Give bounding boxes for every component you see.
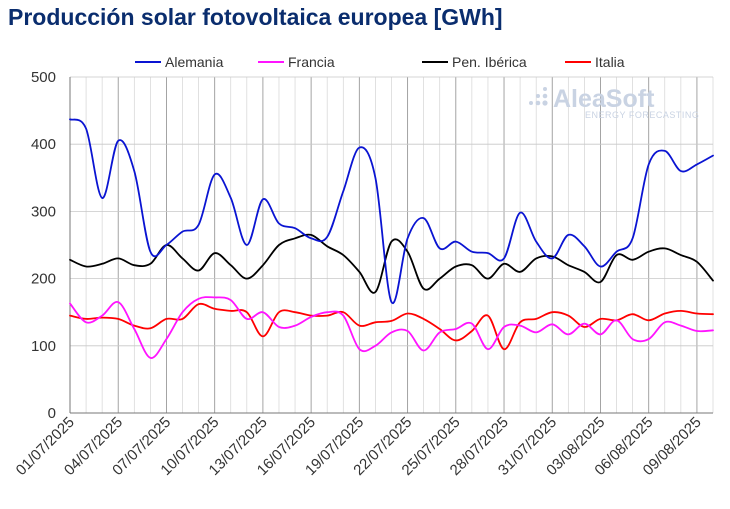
y-tick-label: 300 (31, 203, 56, 220)
legend-label-italia: Italia (595, 54, 625, 70)
aleasoft-logo-dots (529, 87, 548, 106)
chart-title: Producción solar fotovoltaica europea [G… (8, 4, 503, 30)
legend-label-francia: Francia (288, 54, 335, 70)
watermark: AleaSoft ENERGY FORECASTING (529, 85, 699, 120)
y-tick-label: 400 (31, 136, 56, 153)
series (69, 118, 714, 359)
legend: Alemania Francia Pen. Ibérica Italia (135, 54, 625, 70)
y-tick-label: 200 (31, 271, 56, 288)
legend-label-pen-iberica: Pen. Ibérica (452, 54, 527, 70)
series-line-francia (69, 296, 714, 359)
y-tick-label: 500 (31, 69, 56, 86)
series-line-pen-iberica (69, 233, 714, 294)
watermark-tagline: ENERGY FORECASTING (585, 110, 699, 120)
series-line-alemania (69, 118, 714, 305)
y-tick-label: 0 (48, 405, 56, 422)
y-tick-label: 100 (31, 338, 56, 355)
legend-label-alemania: Alemania (165, 54, 224, 70)
watermark-brand: AleaSoft (553, 85, 655, 113)
